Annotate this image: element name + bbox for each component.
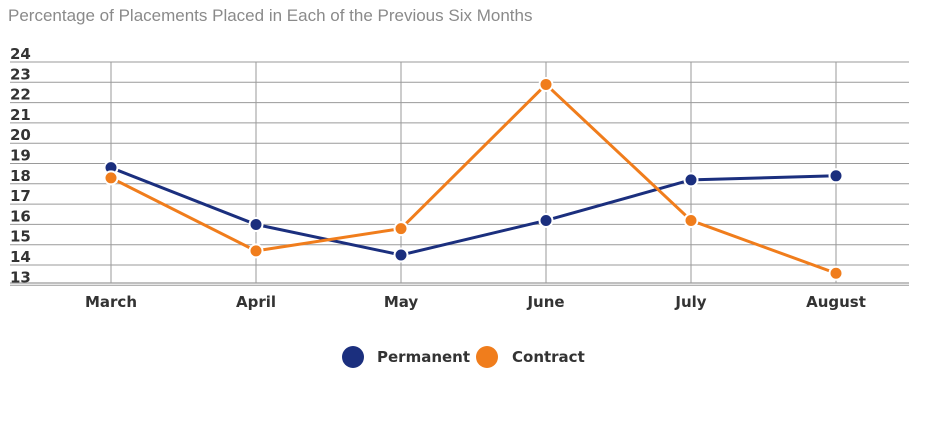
x-tick-label: March bbox=[85, 293, 137, 311]
y-tick-label: 13 bbox=[10, 268, 31, 286]
y-tick-label: 19 bbox=[10, 147, 31, 165]
x-tick-label: August bbox=[806, 293, 866, 311]
grid-lines bbox=[10, 61, 909, 286]
series-lines bbox=[109, 82, 838, 275]
x-tick-label: April bbox=[236, 293, 276, 311]
x-tick-label: May bbox=[384, 293, 419, 311]
x-axis-ticks: March April May June July August bbox=[85, 293, 866, 311]
data-point-contract bbox=[538, 76, 554, 92]
legend-marker-contract bbox=[476, 346, 498, 368]
x-tick-label: July bbox=[674, 293, 706, 311]
legend-label-permanent: Permanent bbox=[377, 348, 470, 366]
legend-marker-permanent bbox=[342, 346, 364, 368]
data-point-permanent bbox=[248, 217, 264, 233]
y-tick-label: 17 bbox=[10, 187, 31, 205]
series-line-permanent bbox=[109, 166, 838, 257]
data-point-permanent bbox=[683, 172, 699, 188]
data-point-contract bbox=[103, 170, 119, 186]
data-point-contract bbox=[248, 243, 264, 259]
data-point-permanent bbox=[828, 168, 844, 184]
data-point-permanent bbox=[538, 212, 554, 228]
y-tick-label: 14 bbox=[10, 248, 31, 266]
y-tick-label: 18 bbox=[10, 167, 31, 185]
y-tick-label: 23 bbox=[10, 65, 31, 83]
y-tick-label: 20 bbox=[10, 126, 31, 144]
y-tick-label: 21 bbox=[10, 106, 31, 124]
data-point-contract bbox=[683, 212, 699, 228]
series-line-contract bbox=[109, 82, 838, 275]
legend: Permanent Contract bbox=[342, 346, 585, 368]
y-tick-label: 24 bbox=[10, 45, 31, 63]
x-tick-label: June bbox=[526, 293, 564, 311]
y-tick-label: 15 bbox=[10, 228, 31, 246]
legend-label-contract: Contract bbox=[512, 348, 585, 366]
chart-title: Percentage of Placements Placed in Each … bbox=[8, 6, 533, 25]
data-point-contract bbox=[393, 221, 409, 237]
data-point-permanent bbox=[393, 247, 409, 263]
data-point-contract bbox=[828, 265, 844, 281]
series-points bbox=[103, 76, 844, 281]
y-axis-ticks: 24 23 22 21 20 19 18 17 16 15 14 13 bbox=[10, 45, 31, 286]
y-tick-label: 16 bbox=[10, 207, 31, 225]
y-tick-label: 22 bbox=[10, 86, 31, 104]
